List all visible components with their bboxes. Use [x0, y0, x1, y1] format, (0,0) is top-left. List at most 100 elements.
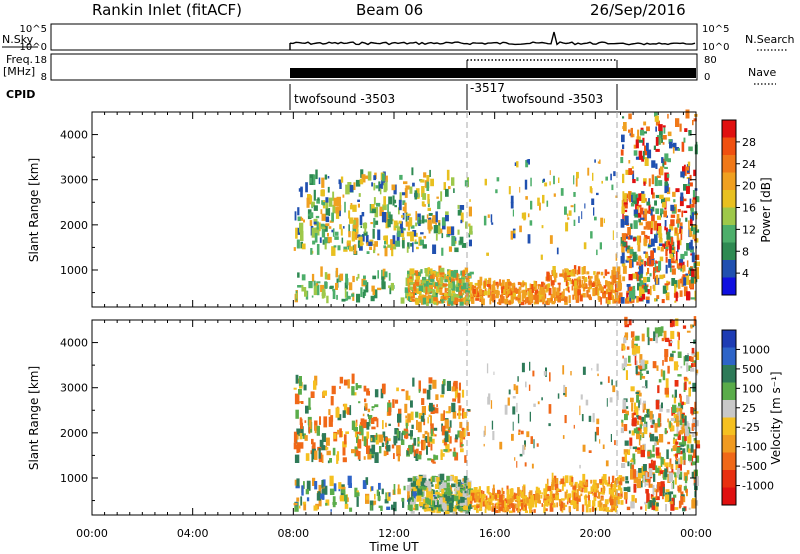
heatmap-cell: [662, 142, 665, 145]
heatmap-cell: [339, 376, 344, 384]
heatmap-cell: [529, 498, 533, 508]
heatmap-cell: [629, 259, 632, 269]
heatmap-cell: [446, 380, 451, 391]
heatmap-cell: [633, 209, 638, 216]
heatmap-cell: [404, 202, 407, 213]
heatmap-cell: [631, 402, 634, 412]
heatmap-cell: [443, 449, 448, 452]
heatmap-cell: [530, 284, 534, 293]
heatmap-cell: [658, 243, 663, 246]
heatmap-cell: [631, 289, 636, 300]
heatmap-cell: [621, 134, 625, 143]
heatmap-cell: [644, 145, 648, 156]
heatmap-cell: [429, 282, 433, 286]
heatmap-cell: [627, 449, 631, 455]
heatmap-cell: [440, 296, 443, 301]
heatmap-cell: [668, 259, 671, 268]
heatmap-cell: [383, 245, 386, 249]
heatmap-cell: [416, 193, 420, 198]
heatmap-cell: [400, 439, 405, 445]
heatmap-cell: [518, 429, 521, 433]
heatmap-cell: [519, 300, 522, 304]
heatmap-cell: [579, 405, 581, 416]
heatmap-cell: [541, 492, 543, 495]
heatmap-cell: [555, 493, 559, 501]
heatmap-cell: [392, 399, 395, 408]
heatmap-cell: [654, 235, 658, 243]
heatmap-cell: [504, 404, 508, 415]
heatmap-cell: [620, 478, 622, 483]
heatmap-cell: [624, 406, 629, 409]
heatmap-cell: [479, 508, 483, 512]
heatmap-cell: [434, 477, 437, 483]
freq-trace-block-1: [290, 68, 467, 78]
heatmap-cell: [491, 287, 496, 294]
heatmap-cell: [650, 417, 654, 423]
heatmap-cell: [509, 496, 514, 503]
heatmap-cell: [501, 279, 505, 287]
heatmap-cell: [320, 209, 323, 215]
heatmap-cell: [600, 297, 602, 305]
heatmap-cell: [682, 274, 686, 280]
heatmap-cell: [452, 271, 457, 278]
heatmap-cell: [664, 226, 667, 231]
heatmap-cell: [454, 247, 459, 253]
heatmap-cell: [600, 381, 603, 385]
heatmap-cell: [565, 288, 568, 291]
heatmap-cell: [656, 175, 661, 178]
heatmap-cell: [599, 242, 602, 250]
heatmap-cell: [546, 499, 549, 507]
heatmap-cell: [427, 267, 430, 274]
heatmap-cell: [672, 446, 675, 450]
heatmap-cell: [641, 231, 646, 235]
heatmap-cell: [638, 235, 642, 243]
heatmap-cell: [501, 285, 505, 294]
heatmap-cell: [676, 263, 682, 269]
heatmap-cell: [518, 286, 522, 291]
heatmap-cell: [622, 116, 625, 119]
heatmap-cell: [588, 491, 591, 494]
heatmap-cell: [441, 247, 444, 256]
heatmap-cell: [298, 376, 302, 387]
heatmap-cell: [680, 192, 684, 202]
heatmap-cell: [686, 330, 691, 333]
heatmap-cell: [514, 162, 517, 166]
heatmap-cell: [352, 275, 355, 283]
heatmap-cell: [694, 267, 699, 277]
heatmap-cell: [412, 486, 417, 497]
heatmap-cell: [356, 496, 359, 507]
heatmap-cell: [428, 486, 432, 492]
heatmap-cell: [632, 285, 636, 290]
heatmap-cell: [511, 488, 514, 494]
heatmap-cell: [422, 413, 425, 422]
heatmap-cell: [626, 346, 630, 350]
heatmap-cell: [483, 443, 485, 447]
x-tick-label: 20:00: [579, 527, 611, 540]
heatmap-cell: [299, 505, 301, 509]
heatmap-cell: [453, 297, 458, 305]
heatmap-cell: [563, 384, 566, 394]
heatmap-cell: [430, 438, 435, 444]
heatmap-cell: [305, 182, 308, 193]
heatmap-cell: [528, 492, 532, 497]
heatmap-cell: [611, 475, 615, 483]
heatmap-cell: [635, 391, 639, 395]
heatmap-cell: [371, 417, 375, 424]
heatmap-cell: [549, 503, 554, 512]
heatmap-cell: [685, 273, 689, 276]
heatmap-cell: [451, 295, 455, 302]
heatmap-cell: [665, 489, 670, 493]
heatmap-cell: [593, 271, 596, 275]
heatmap-cell: [648, 198, 650, 202]
heatmap-cell: [446, 226, 451, 235]
heatmap-cell: [378, 505, 383, 508]
heatmap-cell: [375, 432, 378, 440]
heatmap-cell: [418, 223, 421, 226]
heatmap-cell: [432, 271, 437, 275]
heatmap-cell: [393, 199, 397, 204]
heatmap-cell: [665, 494, 670, 501]
heatmap-cell: [344, 494, 348, 504]
heatmap-cell: [631, 166, 634, 169]
heatmap-cell: [362, 292, 365, 299]
heatmap-cell: [357, 199, 360, 202]
